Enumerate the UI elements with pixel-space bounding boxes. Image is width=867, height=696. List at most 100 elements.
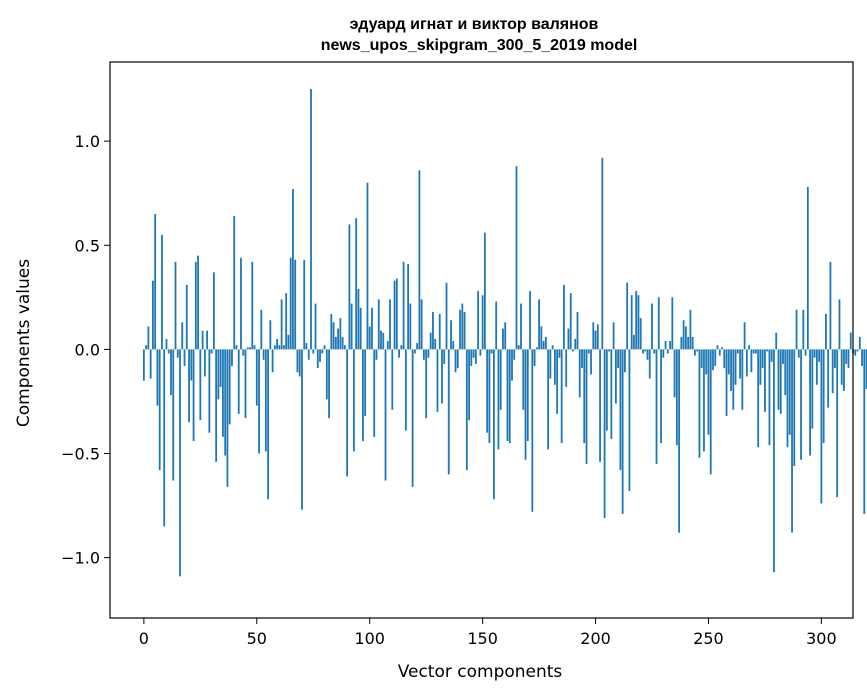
bar-192: [576, 311, 579, 350]
bar-37: [226, 349, 229, 487]
bar-259: [727, 349, 730, 375]
bar-102: [373, 349, 376, 437]
bar-288: [793, 349, 796, 466]
bar-253: [714, 349, 717, 367]
bar-263: [736, 349, 739, 354]
bar-113: [398, 349, 400, 358]
bar-21: [190, 349, 193, 381]
bar-28: [206, 330, 209, 350]
bar-244: [694, 349, 696, 356]
bar-248: [703, 349, 705, 452]
bar-306: [834, 349, 836, 369]
bar-229: [660, 349, 662, 444]
bar-304: [829, 261, 832, 350]
bar-291: [800, 349, 802, 460]
bar-2: [147, 326, 150, 350]
bar-122: [418, 170, 421, 350]
bar-38: [228, 349, 231, 425]
bar-83: [330, 313, 333, 350]
bar-96: [359, 307, 362, 350]
bar-199: [592, 322, 595, 350]
y-tick-label-4: 1.0: [75, 132, 100, 151]
bar-186: [563, 284, 565, 350]
bar-194: [581, 349, 583, 369]
bar-221: [642, 349, 644, 354]
bar-295: [809, 349, 811, 456]
bar-95: [357, 288, 360, 350]
bar-129: [434, 338, 437, 350]
bar-128: [432, 311, 434, 350]
bar-22: [192, 349, 195, 441]
bar-162: [508, 349, 511, 444]
bar-42: [237, 349, 240, 414]
bar-85: [334, 336, 337, 350]
bar-123: [420, 299, 423, 350]
bar-269: [750, 349, 753, 373]
bar-179: [547, 349, 550, 450]
bar-109: [389, 299, 391, 350]
bar-204: [603, 349, 606, 519]
bar-209: [614, 349, 617, 404]
bar-290: [797, 349, 800, 358]
bar-25: [199, 349, 202, 421]
bar-183: [556, 349, 559, 414]
bar-29: [208, 349, 211, 433]
bar-23: [194, 261, 197, 350]
bar-168: [522, 349, 525, 410]
bar-262: [734, 349, 737, 385]
bar-94: [355, 218, 358, 350]
bar-227: [655, 349, 658, 464]
bar-188: [567, 328, 570, 350]
bar-298: [815, 349, 818, 385]
bar-293: [804, 349, 807, 356]
bar-156: [495, 301, 498, 350]
bar-178: [544, 336, 547, 350]
bar-111: [393, 280, 396, 350]
bar-277: [768, 349, 771, 446]
bar-17: [181, 322, 184, 350]
bar-91: [348, 224, 351, 350]
bar-66: [292, 189, 294, 350]
bar-49: [253, 345, 256, 350]
x-tick-label-3: 150: [467, 629, 498, 648]
x-tick-label-5: 250: [693, 629, 724, 648]
bar-283: [782, 349, 784, 364]
bar-272: [757, 349, 760, 448]
bar-45: [244, 349, 247, 419]
bar-81: [325, 349, 328, 400]
bar-138: [454, 349, 457, 373]
bar-230: [662, 349, 665, 358]
bar-19: [185, 284, 188, 350]
bar-88: [341, 336, 344, 350]
bar-247: [700, 349, 703, 369]
bar-312: [847, 349, 850, 369]
bar-119: [411, 349, 414, 487]
bar-50: [255, 349, 258, 406]
bar-64: [287, 334, 290, 350]
bar-299: [818, 349, 821, 362]
bar-207: [610, 349, 613, 439]
bar-308: [838, 299, 841, 350]
bar-108: [386, 341, 389, 350]
bar-27: [203, 349, 206, 377]
bar-51: [258, 349, 260, 454]
bar-294: [806, 186, 809, 350]
bar-175: [538, 299, 540, 350]
bar-93: [353, 349, 355, 452]
bar-195: [583, 349, 586, 444]
bar-267: [745, 349, 748, 377]
bar-32: [215, 349, 218, 462]
bar-281: [777, 349, 780, 410]
bar-141: [461, 303, 464, 350]
bar-151: [483, 232, 486, 350]
bar-76: [314, 303, 317, 350]
bar-255: [718, 349, 721, 356]
bar-210: [617, 349, 620, 369]
bar-265: [741, 349, 744, 410]
bar-72: [305, 343, 308, 350]
bar-170: [526, 349, 529, 441]
bar-137: [452, 341, 455, 350]
bar-73: [307, 349, 310, 360]
x-tick-label-1: 50: [247, 629, 267, 648]
bar-75: [312, 349, 315, 354]
